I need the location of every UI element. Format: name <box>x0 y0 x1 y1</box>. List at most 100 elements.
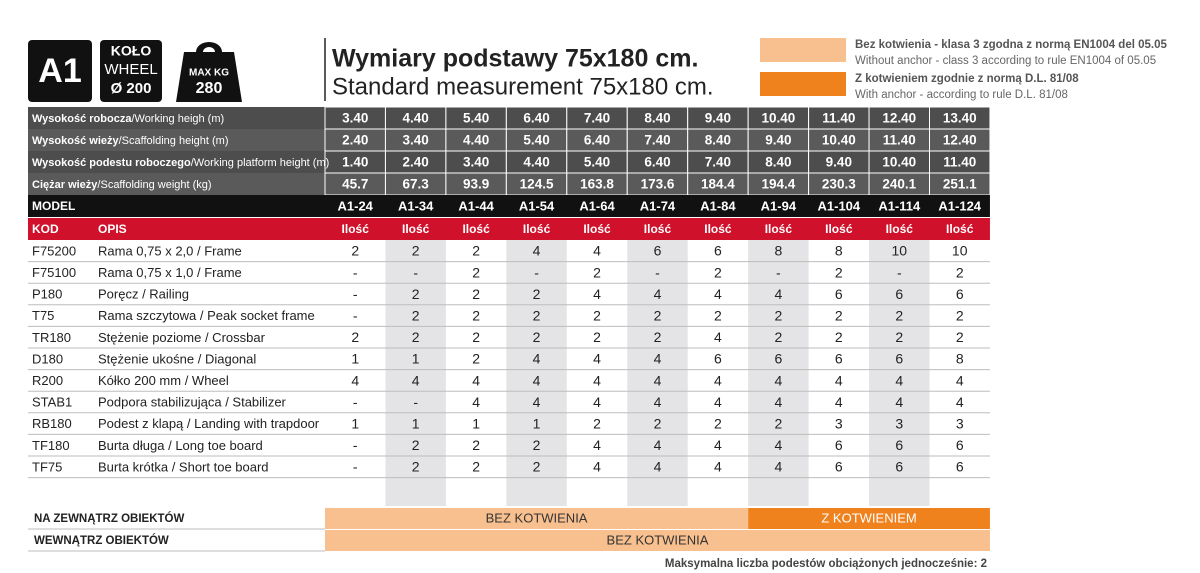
item-quantity: 6 <box>956 437 964 453</box>
spec-value: 8.40 <box>705 133 731 148</box>
item-code: RB180 <box>32 416 72 431</box>
spec-value: 7.40 <box>584 111 610 126</box>
model-value: A1-54 <box>519 198 555 213</box>
model-value: A1-34 <box>398 198 434 213</box>
item-quantity: 4 <box>412 372 420 388</box>
item-quantity: 4 <box>956 394 964 410</box>
item-quantity: 4 <box>654 286 662 302</box>
item-quantity: 2 <box>533 308 541 324</box>
spec-label-cell <box>28 173 325 195</box>
column-shade <box>627 240 688 506</box>
column-quantity: Ilość <box>523 222 551 236</box>
item-quantity: 2 <box>895 329 903 345</box>
spec-value: 9.40 <box>705 111 731 126</box>
item-code: TR180 <box>32 330 71 345</box>
item-quantity: 6 <box>835 351 843 367</box>
spec-label-pl: Wysokość wieży <box>32 135 119 147</box>
spec-value: 230.3 <box>822 177 856 192</box>
column-code: KOD <box>32 222 59 236</box>
legend-subtitle: Without anchor - class 3 according to ru… <box>855 55 1156 67</box>
item-code: TF75 <box>32 459 62 474</box>
spec-label-en: /Scaffolding weight (kg) <box>97 179 211 191</box>
model-value: A1-44 <box>458 198 494 213</box>
item-quantity: 6 <box>956 286 964 302</box>
item-quantity: 6 <box>774 351 782 367</box>
item-quantity: 8 <box>774 243 782 259</box>
item-quantity: 4 <box>774 286 782 302</box>
item-quantity: - <box>353 437 358 453</box>
item-quantity: 2 <box>956 329 964 345</box>
item-quantity: 2 <box>472 329 480 345</box>
spec-label-en: /Working heigh (m) <box>131 113 224 125</box>
item-description: Burta długa / Long toe board <box>98 438 263 453</box>
item-quantity: 4 <box>472 394 480 410</box>
item-quantity: - <box>353 394 358 410</box>
model-row <box>28 195 990 217</box>
item-description: Stężenie ukośne / Diagonal <box>98 351 256 366</box>
model-label: MODEL <box>32 199 75 213</box>
item-quantity: 2 <box>956 264 964 280</box>
item-quantity: 2 <box>774 308 782 324</box>
column-quantity: Ilość <box>765 222 793 236</box>
usage-band <box>325 530 990 551</box>
item-quantity: 1 <box>472 416 480 432</box>
item-quantity: 4 <box>593 351 601 367</box>
weight-icon <box>176 42 242 102</box>
spec-value: 3.40 <box>463 155 489 170</box>
spec-label-en: /Working platform height (m) <box>191 157 330 169</box>
item-quantity: 2 <box>472 286 480 302</box>
item-quantity: 1 <box>351 416 359 432</box>
item-quantity: 2 <box>412 286 420 302</box>
legend-title: Bez kotwienia - klasa 3 zgodna z normą E… <box>855 39 1168 51</box>
item-quantity: 2 <box>351 329 359 345</box>
item-quantity: 2 <box>593 264 601 280</box>
item-quantity: 2 <box>774 329 782 345</box>
usage-band <box>748 508 990 529</box>
spec-value: 194.4 <box>761 177 795 192</box>
item-quantity: 2 <box>412 329 420 345</box>
column-quantity: Ilość <box>946 222 974 236</box>
footer-note: Maksymalna liczba podestów obciążonych j… <box>665 558 987 570</box>
item-description: Poręcz / Railing <box>98 287 189 302</box>
column-quantity: Ilość <box>342 222 370 236</box>
item-quantity: 2 <box>351 243 359 259</box>
item-code: P180 <box>32 287 62 302</box>
column-quantity: Ilość <box>644 222 672 236</box>
model-value: A1-124 <box>938 198 981 213</box>
spec-value: 4.40 <box>523 155 549 170</box>
column-quantity: Ilość <box>825 222 853 236</box>
spec-value: 11.40 <box>883 133 916 148</box>
spec-value: 3.40 <box>342 111 368 126</box>
item-quantity: - <box>655 264 660 280</box>
spec-value: 7.40 <box>644 133 670 148</box>
item-quantity: - <box>353 286 358 302</box>
title: Wymiary podstawy 75x180 cm. <box>332 45 698 73</box>
item-quantity: 2 <box>654 416 662 432</box>
spec-value: 11.40 <box>822 111 855 126</box>
column-quantity: Ilość <box>402 222 430 236</box>
item-quantity: 4 <box>593 243 601 259</box>
item-quantity: 4 <box>533 243 541 259</box>
badge-box <box>28 40 92 102</box>
spec-value: 2.40 <box>342 133 368 148</box>
spec-value: 3.40 <box>403 133 429 148</box>
item-quantity: 6 <box>895 286 903 302</box>
spec-label: Ciężar wieży/Scaffolding weight (kg) <box>32 179 212 191</box>
item-description: Rama szczytowa / Peak socket frame <box>98 308 315 323</box>
item-quantity: 4 <box>714 437 722 453</box>
model-value: A1-104 <box>818 198 861 213</box>
item-description: Burta krótka / Short toe board <box>98 459 269 474</box>
spec-value: 5.40 <box>463 111 489 126</box>
legend-swatch <box>760 38 846 62</box>
item-quantity: - <box>534 264 539 280</box>
subtitle: Standard measurement 75x180 cm. <box>332 73 714 100</box>
spec-value: 13.40 <box>943 111 977 126</box>
item-quantity: 4 <box>593 394 601 410</box>
spec-value: 5.40 <box>584 155 610 170</box>
spec-value: 4.40 <box>403 111 429 126</box>
item-quantity: - <box>897 264 902 280</box>
item-quantity: 2 <box>895 308 903 324</box>
spec-value: 10.40 <box>882 155 916 170</box>
spec-value: 1.40 <box>342 155 368 170</box>
spec-value: 251.1 <box>943 177 977 192</box>
